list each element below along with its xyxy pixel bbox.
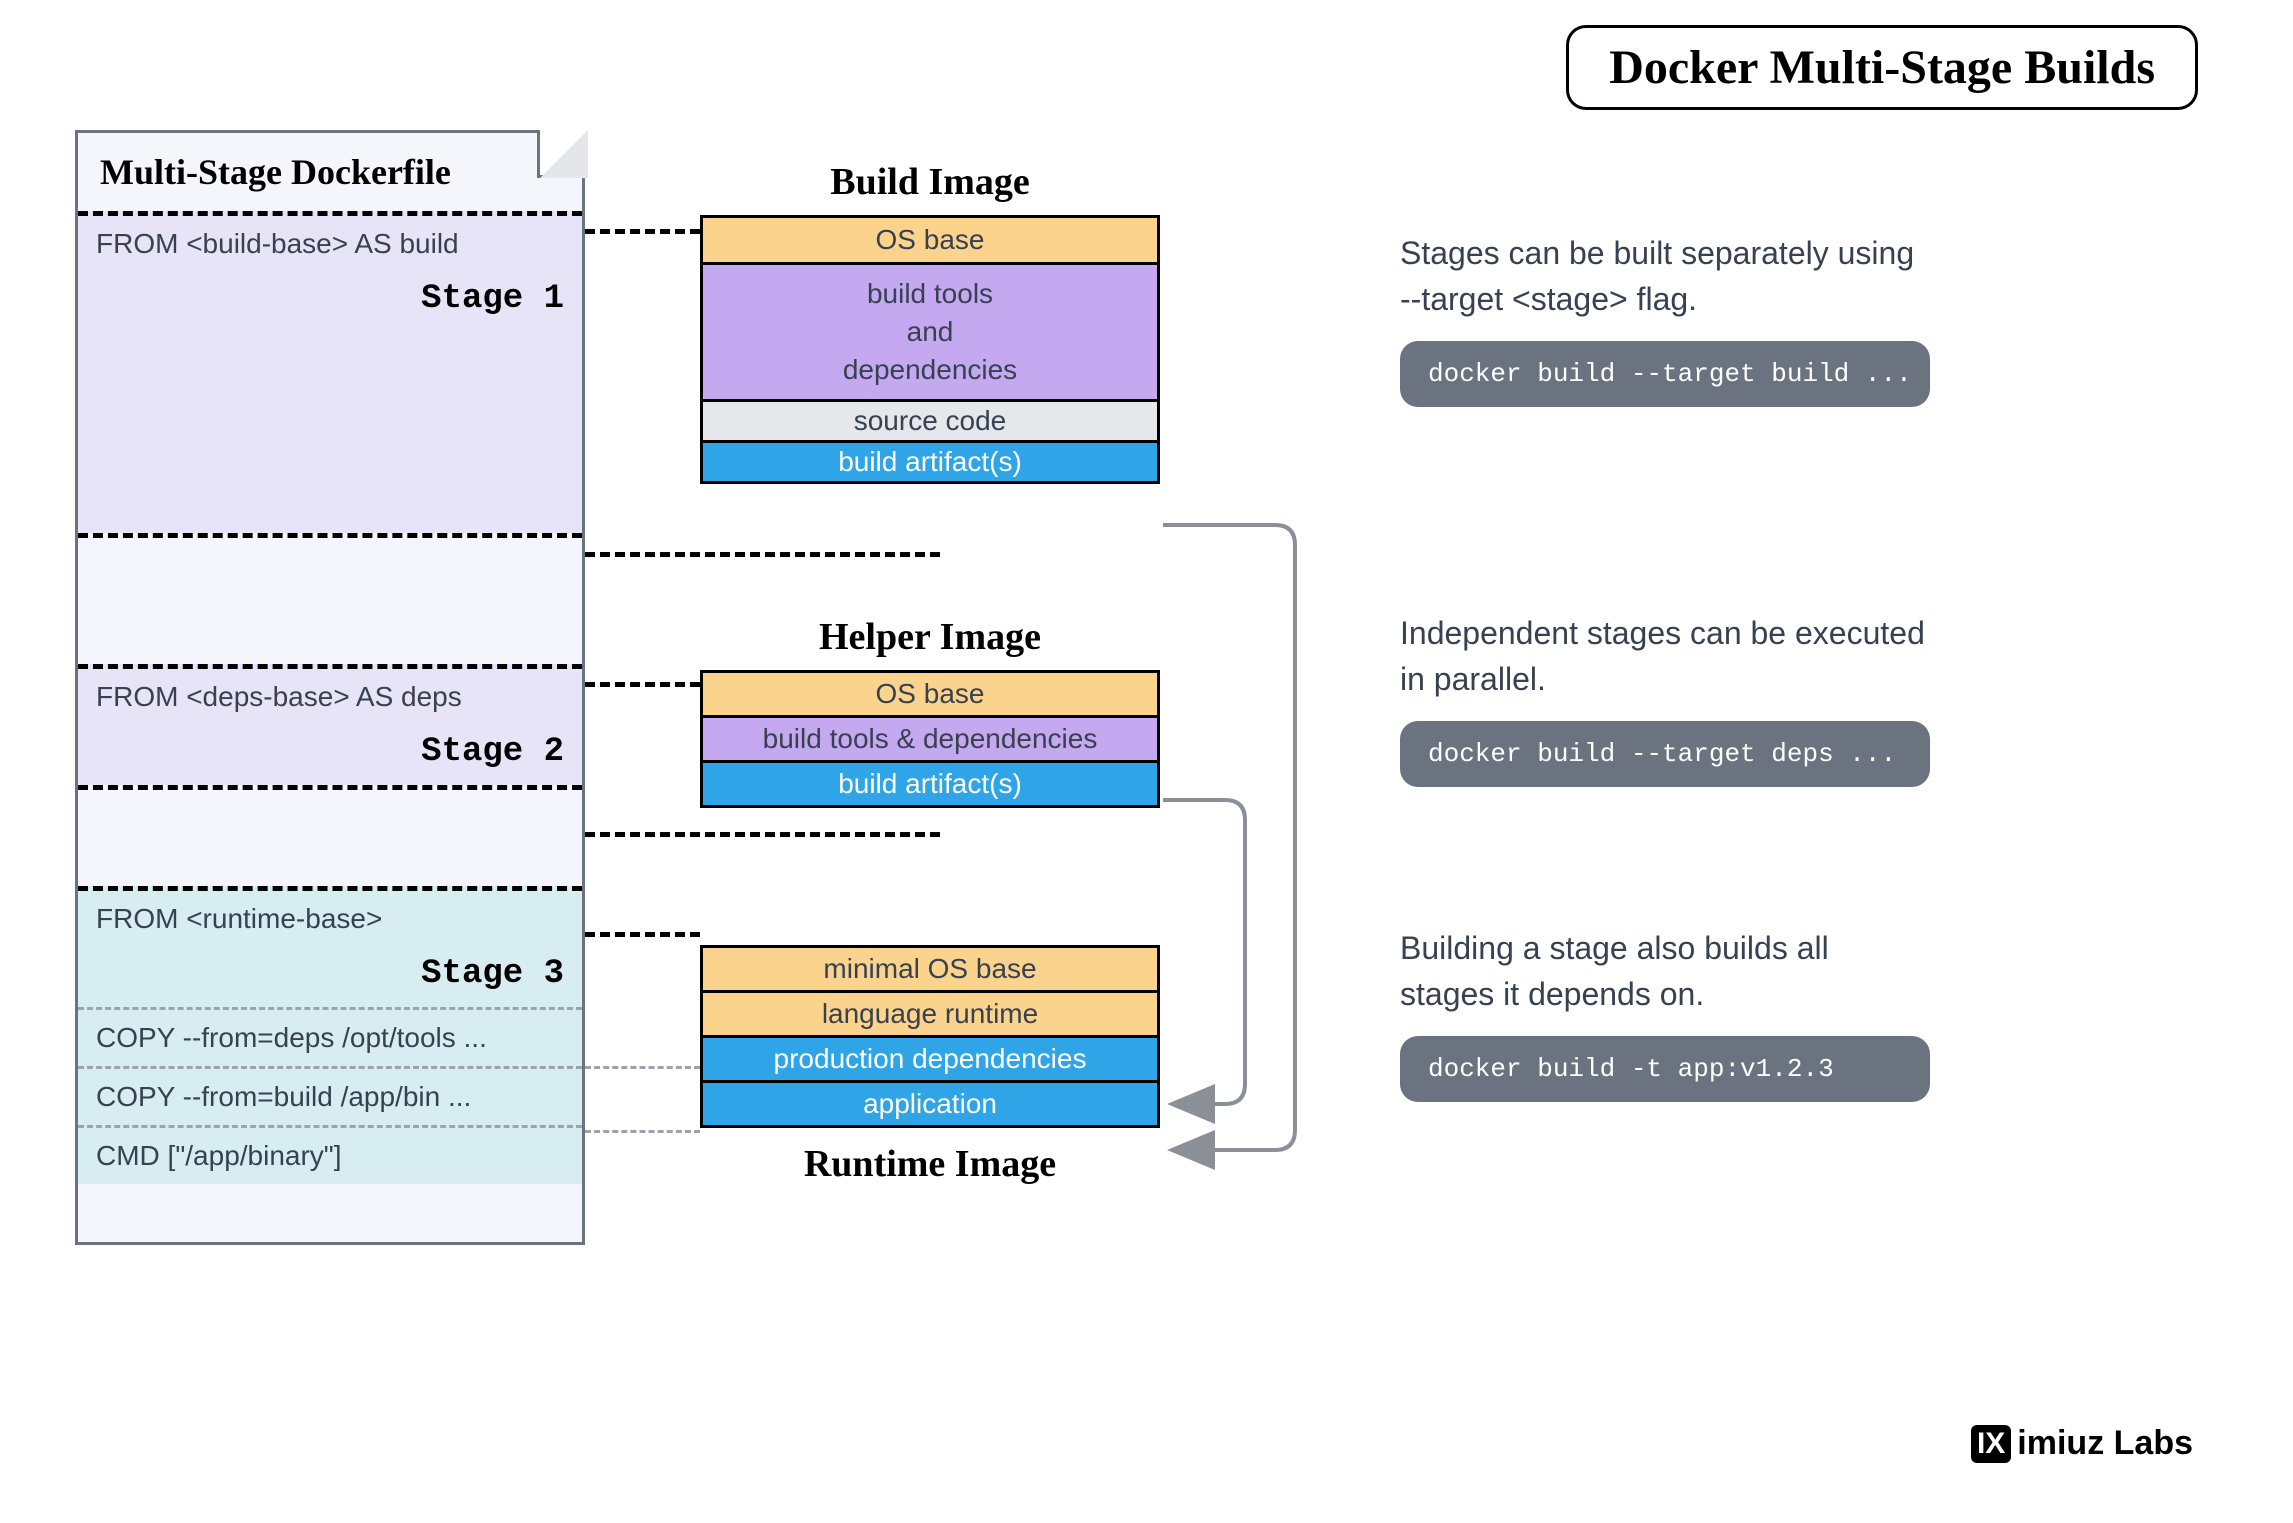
- note-1-text: Independent stages can be executed in pa…: [1400, 610, 1930, 703]
- dockerfile-header: Multi-Stage Dockerfile: [78, 133, 582, 211]
- build-layer-0: OS base: [700, 215, 1160, 265]
- build-layer-1: build toolsanddependencies: [700, 262, 1160, 402]
- stage-3-copy-1: COPY --from=deps /opt/tools ...: [78, 1010, 582, 1066]
- helper-image-stack: Helper Image OS basebuild tools & depende…: [700, 615, 1160, 808]
- arrow-0: [1163, 525, 1295, 1150]
- note-2: Building a stage also builds all stages …: [1400, 925, 1930, 1102]
- runtime-layer-0: minimal OS base: [700, 945, 1160, 993]
- note-0: Stages can be built separately using --t…: [1400, 230, 1930, 407]
- connector-line: [585, 932, 700, 937]
- stage-3-cmd: CMD ["/app/binary"]: [78, 1128, 582, 1184]
- brand-prefix: IX: [1971, 1425, 2011, 1463]
- helper-layer-2: build artifact(s): [700, 760, 1160, 808]
- runtime-layer-1: language runtime: [700, 990, 1160, 1038]
- dockerfile-panel: Multi-Stage Dockerfile FROM <build-base>…: [75, 130, 585, 1245]
- note-1: Independent stages can be executed in pa…: [1400, 610, 1930, 787]
- stage-3-block: FROM <runtime-base> Stage 3 COPY --from=…: [78, 886, 582, 1184]
- brand-text: imiuz Labs: [2017, 1424, 2193, 1463]
- gap-1: [78, 538, 582, 664]
- build-title: Build Image: [700, 160, 1160, 204]
- build-image-stack: Build Image OS basebuild toolsanddependen…: [700, 160, 1160, 484]
- stage-3-from: FROM <runtime-base>: [78, 891, 582, 947]
- page-fold-icon: [537, 130, 585, 178]
- stage-3-copy-2: COPY --from=build /app/bin ...: [78, 1069, 582, 1125]
- note-0-code: docker build --target build ...: [1400, 341, 1930, 407]
- runtime-layer-2: production dependencies: [700, 1035, 1160, 1083]
- note-2-text: Building a stage also builds all stages …: [1400, 925, 1930, 1018]
- stage-1-from: FROM <build-base> AS build: [78, 216, 582, 272]
- note-1-code: docker build --target deps ...: [1400, 721, 1930, 787]
- note-2-code: docker build -t app:v1.2.3: [1400, 1036, 1930, 1102]
- stage-1-block: FROM <build-base> AS build Stage 1: [78, 211, 582, 533]
- runtime-image-stack: minimal OS baselanguage runtimeproductio…: [700, 945, 1160, 1186]
- helper-title: Helper Image: [700, 615, 1160, 659]
- stage-2-from: FROM <deps-base> AS deps: [78, 669, 582, 725]
- build-layer-2: source code: [700, 399, 1160, 443]
- build-layer-3: build artifact(s): [700, 440, 1160, 484]
- brand-logo: IX imiuz Labs: [1971, 1424, 2193, 1463]
- connector-line: [585, 552, 940, 557]
- diagram-title: Docker Multi-Stage Builds: [1566, 25, 2198, 110]
- stage-1-label: Stage 1: [78, 272, 582, 332]
- runtime-title: Runtime Image: [700, 1142, 1160, 1186]
- arrow-1: [1163, 800, 1245, 1104]
- stage-2-label: Stage 2: [78, 725, 582, 785]
- stage-2-block: FROM <deps-base> AS deps Stage 2: [78, 664, 582, 785]
- connector-line: [585, 682, 700, 687]
- connector-line: [585, 832, 940, 837]
- connector-line: [585, 1066, 700, 1069]
- connector-line: [585, 1130, 700, 1133]
- gap-2: [78, 790, 582, 886]
- runtime-layer-3: application: [700, 1080, 1160, 1128]
- stage-3-label: Stage 3: [78, 947, 582, 1007]
- connector-line: [585, 229, 700, 234]
- note-0-text: Stages can be built separately using --t…: [1400, 230, 1930, 323]
- helper-layer-1: build tools & dependencies: [700, 715, 1160, 763]
- helper-layer-0: OS base: [700, 670, 1160, 718]
